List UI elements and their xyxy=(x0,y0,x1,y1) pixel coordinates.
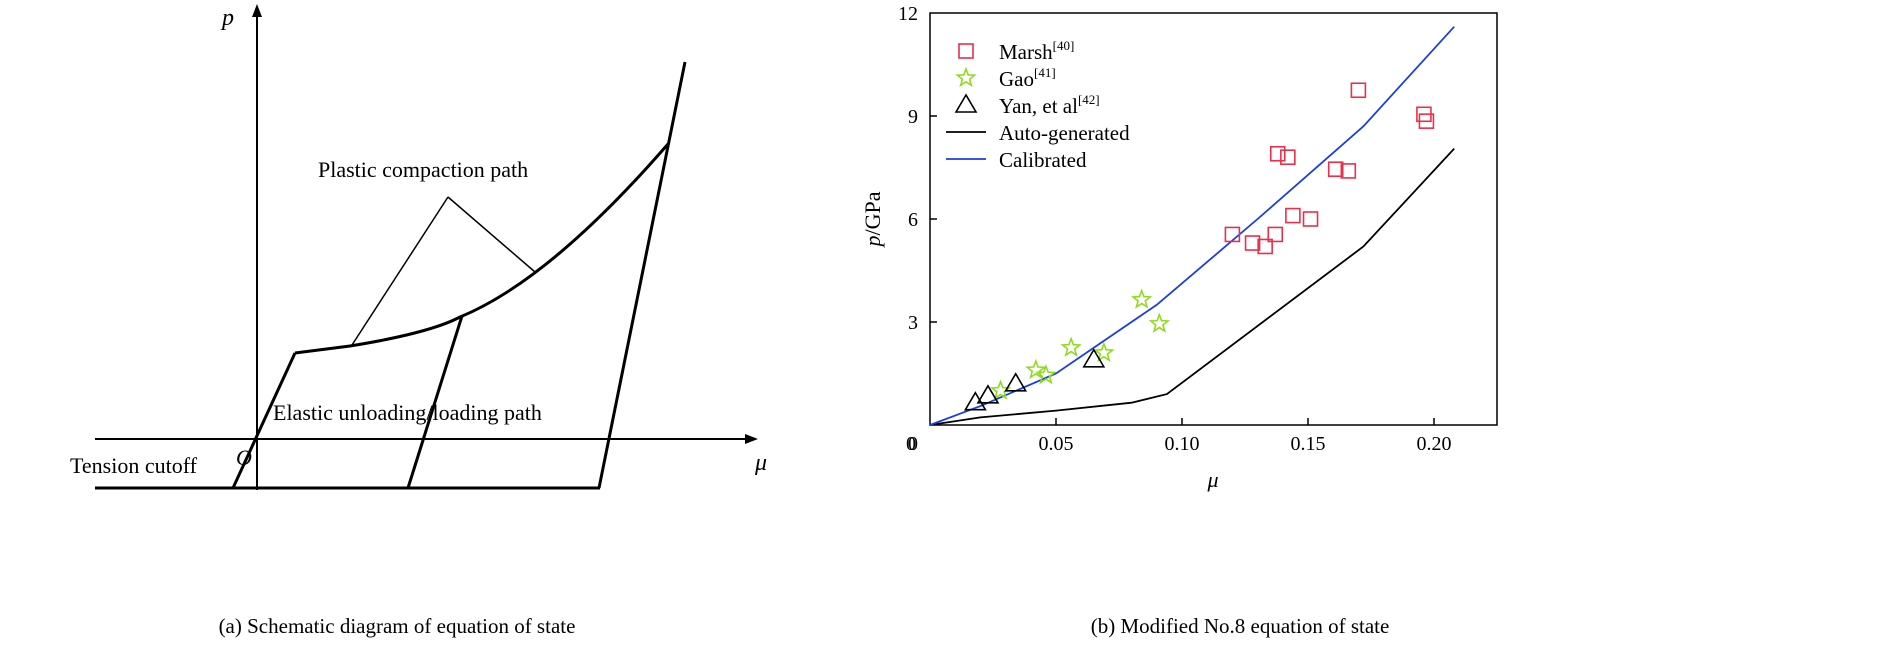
data-point-marsh xyxy=(1327,161,1344,178)
data-point-gao xyxy=(1060,336,1082,357)
data-point-marsh xyxy=(1257,238,1273,255)
data-point-yan xyxy=(963,391,987,411)
elastic-unload-line-mid xyxy=(406,315,464,489)
data-point-gao xyxy=(1025,358,1047,380)
data-point-gao xyxy=(1035,363,1057,385)
data-point-marsh xyxy=(1269,145,1286,162)
plastic-pointer-right xyxy=(447,196,536,273)
data-point-yan xyxy=(1082,348,1106,368)
legend: Marsh[40]Gao[41]Yan, et al[42] Auto-gener… xyxy=(946,38,1130,172)
plastic-compaction-label: Plastic compaction path xyxy=(318,157,528,182)
data-point-gao xyxy=(1130,288,1153,309)
schematic-mu-axis-arrow xyxy=(745,434,758,444)
plastic-pointer-left xyxy=(351,196,449,346)
elastic-unload-line-high xyxy=(597,61,687,489)
data-point-gao xyxy=(1093,341,1115,363)
elastic-path-label: Elastic unloading/loading path xyxy=(273,400,542,425)
x-tick-label: 0.15 xyxy=(1291,433,1326,455)
legend-label-gao: Gao[41] xyxy=(999,65,1056,91)
chart-lines xyxy=(929,26,1455,426)
schematic-mu-label: μ xyxy=(754,450,767,476)
data-point-marsh xyxy=(1350,82,1367,99)
data-point-gao xyxy=(1148,312,1171,333)
series-line-auto xyxy=(929,147,1455,426)
y-axis-label: p/GPa xyxy=(860,191,885,248)
y-tick-label: 0 xyxy=(908,433,918,455)
data-point-marsh xyxy=(1267,226,1284,243)
legend-marker-yan xyxy=(954,93,978,113)
legend-label-yan: Yan, et al[42] xyxy=(999,92,1100,118)
plastic-compaction-curve xyxy=(294,143,670,355)
schematic-diagram: p μ O Plastic compaction path Elastic un… xyxy=(70,4,767,638)
y-axis-label-unit: /GPa xyxy=(860,191,885,235)
legend-label-marsh: Marsh[40] xyxy=(999,38,1074,64)
y-axis-label-symbol: p xyxy=(860,236,885,249)
legend-marker-marsh xyxy=(958,43,974,59)
legend-label-calibrated: Calibrated xyxy=(999,148,1087,172)
schematic-p-label: p xyxy=(220,5,234,31)
caption-left: (a) Schematic diagram of equation of sta… xyxy=(219,614,576,638)
data-point-marsh xyxy=(1340,163,1357,179)
x-axis-label: μ xyxy=(1206,467,1218,492)
legend-citation-gao: [41] xyxy=(1034,65,1056,80)
y-tick-label: 12 xyxy=(898,3,918,25)
y-tick-label: 9 xyxy=(908,106,918,128)
x-tick-label: 0.20 xyxy=(1417,433,1452,455)
caption-right: (b) Modified No.8 equation of state xyxy=(1091,614,1390,638)
y-tick-label: 6 xyxy=(908,209,918,231)
x-tick-label: 0 xyxy=(906,433,916,455)
data-point-marsh xyxy=(1285,207,1301,224)
legend-citation-yan: [42] xyxy=(1078,92,1100,107)
legend-label-auto: Auto-generated xyxy=(999,121,1130,145)
data-point-yan xyxy=(976,384,1000,404)
data-point-marsh xyxy=(1244,235,1261,251)
schematic-origin-label: O xyxy=(236,445,252,470)
elastic-line-initial xyxy=(231,352,297,489)
data-point-marsh xyxy=(1224,226,1241,243)
x-tick-label: 0.05 xyxy=(1039,433,1074,455)
chart-markers xyxy=(963,82,1435,411)
legend-marker-gao xyxy=(955,66,977,88)
data-point-yan xyxy=(1004,372,1028,392)
data-point-marsh xyxy=(1280,149,1296,165)
y-tick-label: 3 xyxy=(908,312,918,334)
series-line-calibrated xyxy=(929,26,1455,426)
x-tick-label: 0.10 xyxy=(1165,433,1200,455)
data-point-marsh xyxy=(1418,113,1435,129)
data-point-marsh xyxy=(1302,211,1319,227)
schematic-p-axis-arrow xyxy=(252,4,262,17)
tension-cutoff-label: Tension cutoff xyxy=(70,453,198,478)
legend-citation-marsh: [40] xyxy=(1053,38,1075,53)
